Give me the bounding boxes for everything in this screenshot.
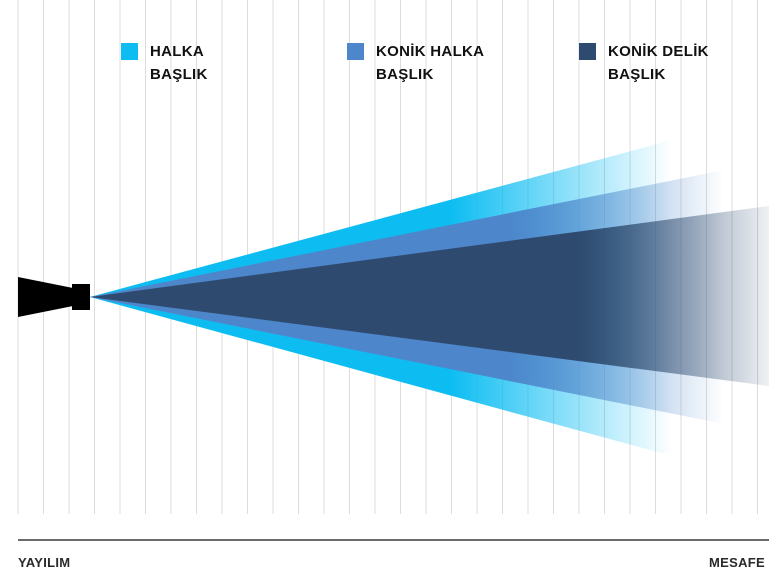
legend-label-line2: BAŞLIK [376,66,434,83]
legend-label-line2: BAŞLIK [150,66,208,83]
legend-swatch-konik-delik [579,43,596,60]
legend-label-line1: KONİK HALKA [376,43,485,60]
nozzle-icon [18,277,90,317]
legend-item-konik-halka: KONİK HALKA BAŞLIK [347,40,484,86]
axis-label-spread: YAYILIM [18,555,71,570]
legend-label-line1: HALKA [150,43,204,60]
spray-cone-konik-delik [90,206,769,386]
axis-label-distance: MESAFE [709,555,765,570]
legend-swatch-konik-halka [347,43,364,60]
legend-swatch-halka [121,43,138,60]
legend-item-konik-delik: KONİK DELİK BAŞLIK [579,40,709,86]
legend-label-line1: KONİK DELİK [608,43,709,60]
legend-item-halka: HALKA BAŞLIK [121,40,208,86]
legend-label-line2: BAŞLIK [608,66,666,83]
